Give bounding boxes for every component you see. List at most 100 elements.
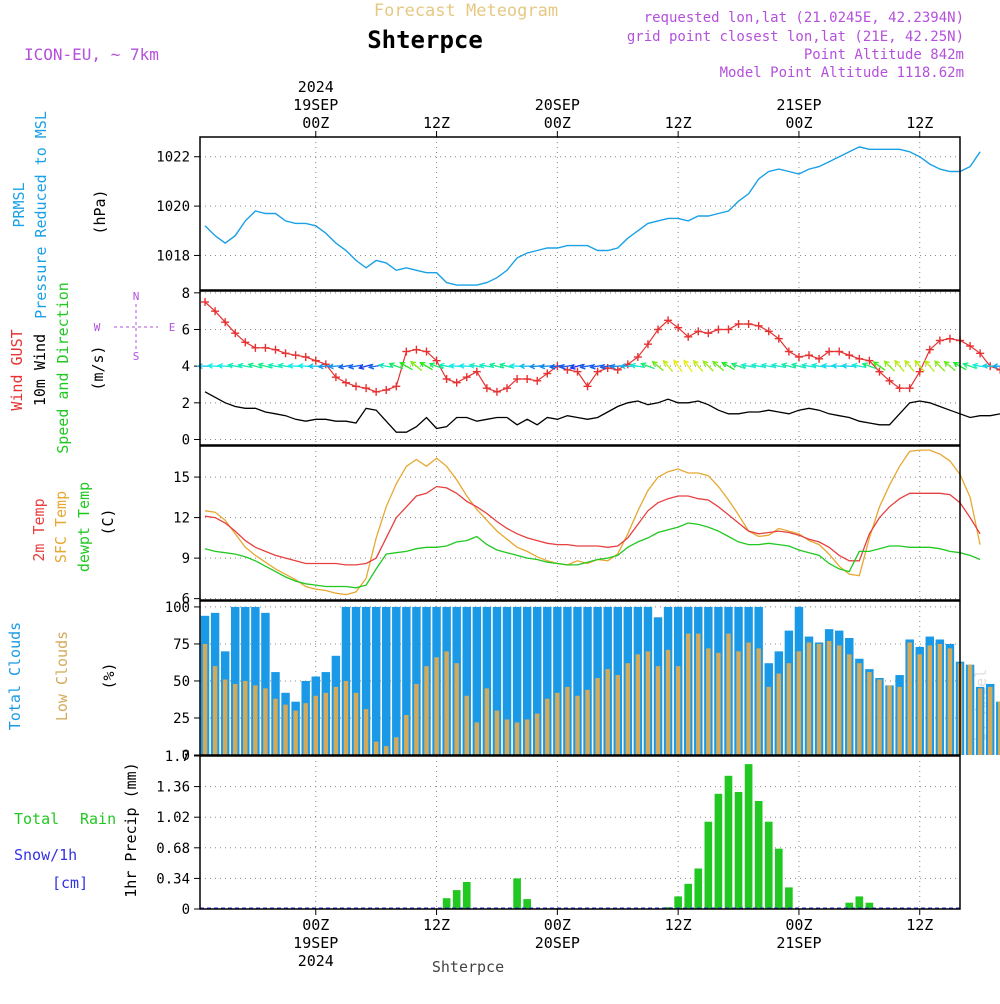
total-cloud-bar (402, 606, 411, 755)
low-cloud-bar (937, 643, 943, 755)
wind-gust-marker (503, 384, 512, 393)
wind-arrow-head (559, 363, 566, 370)
wind-arrow-head (740, 362, 747, 369)
total-cloud-bar (553, 606, 562, 755)
wind-arrow-head (498, 362, 506, 369)
wind-gust-marker (704, 329, 713, 338)
temp-ytick-label: 6 (182, 592, 190, 608)
wind-arrow-head (549, 363, 556, 370)
wind-arrow-head (820, 362, 828, 369)
wind-arrow-head (287, 362, 294, 369)
low-cloud-bar (857, 663, 862, 755)
total-cloud-bar (482, 606, 492, 755)
wind-gust-marker (724, 325, 733, 334)
wind-gust-marker (825, 347, 834, 356)
wind-arrow-head (770, 362, 777, 369)
wind-arrow-head (851, 362, 858, 369)
temp-frame (199, 445, 961, 601)
top-time-label: 00Z (302, 114, 329, 132)
wind-arrow-shaft (862, 363, 877, 370)
point-altitude: Point Altitude 842m (804, 47, 964, 63)
wind-direction-arrow (337, 363, 353, 370)
wind-arrow-shaft (500, 363, 514, 369)
low-cloud-bar (907, 642, 912, 755)
bottom-time-label: 12Z (906, 916, 933, 934)
rain-bar (714, 793, 723, 909)
wind-direction-arrow (962, 362, 977, 370)
wind-gust-marker (261, 343, 270, 352)
rain-bar (523, 899, 531, 909)
wind-unit: (m/s) (89, 345, 107, 390)
wind-arrow-head (327, 363, 334, 370)
rain-bar (724, 775, 733, 909)
wind-gust-marker (895, 384, 904, 393)
low-cloud-bar (605, 669, 610, 755)
wind-direction-arrow (683, 359, 693, 373)
compass-rose: N S W E (94, 290, 176, 363)
wind-gust-marker (996, 365, 1000, 374)
wind-panel: 0 2 4 6 8 (182, 286, 960, 449)
wind-arrow-shaft (641, 363, 655, 370)
wind-gust-marker (966, 342, 975, 350)
wind-direction-arrow (237, 362, 253, 369)
low-cloud-bar (927, 645, 933, 755)
low-cloud-bar (977, 688, 983, 755)
wind-direction-arrow (800, 362, 817, 369)
wind-arrow-head (508, 362, 515, 369)
precip-ytick-label: 1.02 (156, 810, 190, 826)
wind-direction-arrow (629, 362, 645, 369)
clouds-ytick-label: 25 (173, 711, 190, 727)
low-cloud-bar (615, 675, 620, 755)
pressure-ytick-label: 1020 (156, 199, 190, 215)
low-cloud-bar (353, 692, 359, 755)
low-cloud-bar (917, 654, 922, 755)
low-cloud-bar (987, 686, 993, 755)
wind-arrow-head (800, 362, 808, 369)
wind-arrow-shaft (802, 364, 817, 369)
wind-arrow-shaft (479, 364, 494, 369)
precip-ytick-label: 0.34 (156, 871, 190, 887)
temp-label-dewpt: dewpt Temp (75, 482, 93, 572)
low-cloud-bar (806, 642, 812, 755)
rain-bar (764, 821, 773, 909)
wind-gust-marker (845, 351, 854, 360)
wind-arrow-head (730, 362, 738, 368)
compass-s: S (133, 350, 140, 363)
wind-direction-arrow (872, 361, 886, 371)
wind-arrow-head (458, 362, 465, 369)
total-cloud-bar (371, 606, 381, 755)
wind-gust-marker (633, 353, 642, 361)
temp-ytick-label: 15 (173, 470, 190, 486)
bottom-time-label: 21SEP (776, 934, 821, 952)
wind-arrow-head (712, 360, 719, 367)
total-cloud-bar (996, 701, 1000, 755)
rain-bar (694, 868, 703, 909)
wind-arrow-head (488, 362, 496, 369)
wind-gust-marker (341, 378, 350, 387)
low-cloud-bar (333, 686, 339, 755)
low-cloud-bar (746, 642, 751, 755)
rain-bar (442, 898, 451, 909)
low-cloud-bar (887, 685, 892, 755)
wind-gust-marker (754, 321, 763, 330)
wind-arrow-head (924, 359, 931, 366)
total-cloud-bar (381, 606, 391, 755)
low-cloud-bar (625, 663, 631, 755)
low-cloud-bar (464, 695, 469, 755)
low-cloud-bar (514, 722, 520, 755)
wind-arrow-shaft (673, 360, 683, 373)
wind-gust-marker (714, 325, 723, 334)
low-cloud-bar (484, 688, 490, 755)
wind-arrow-shaft (884, 360, 895, 372)
wind-arrow-shaft (550, 364, 565, 369)
wind-arrow-head (914, 359, 921, 366)
wind-direction-arrow (640, 362, 655, 370)
low-cloud-bar (877, 679, 882, 755)
wind-direction-arrow (227, 362, 243, 369)
wind-arrow-head (599, 363, 606, 370)
total-cloud-bar (231, 606, 240, 755)
wind-arrow-shaft (781, 363, 796, 369)
wind-label-gust: Wind GUST (8, 329, 26, 410)
rain-bar (674, 896, 682, 909)
bottom-time-label: 12Z (423, 916, 450, 934)
